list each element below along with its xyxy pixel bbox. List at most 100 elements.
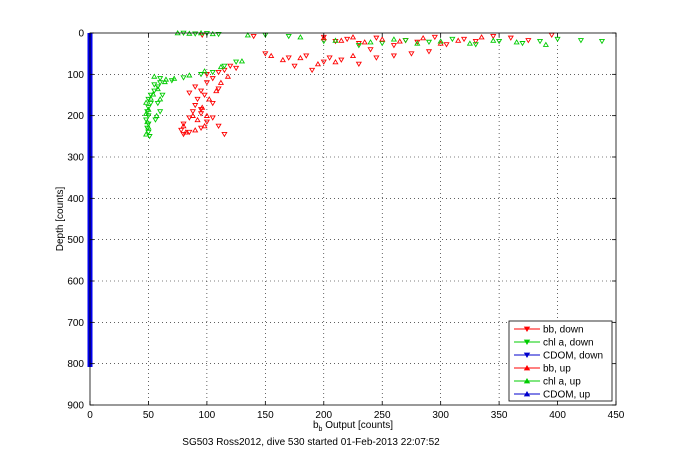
data-point [519, 41, 526, 47]
data-point [180, 121, 187, 127]
legend-marker [523, 326, 531, 333]
data-point [233, 65, 240, 72]
data-point [490, 34, 497, 40]
data-point [192, 103, 199, 109]
data-point [186, 129, 193, 136]
data-point [143, 99, 150, 105]
x-tick-label: 150 [257, 410, 274, 421]
data-point [178, 127, 185, 134]
data-point [209, 100, 216, 107]
data-point [396, 38, 403, 44]
data-point [162, 76, 170, 82]
data-point [215, 31, 222, 38]
x-tick-label: 50 [143, 410, 155, 421]
x-tick-label: 200 [315, 410, 332, 421]
data-point [513, 39, 520, 45]
y-axis-label: Depth [counts] [55, 187, 66, 252]
data-point [478, 34, 485, 40]
legend-marker [523, 377, 531, 384]
data-point [431, 34, 438, 41]
data-point [201, 68, 208, 74]
data-point [250, 34, 257, 40]
data-point [147, 92, 154, 98]
data-point [145, 124, 152, 130]
data-point [285, 55, 292, 61]
data-point [180, 75, 187, 81]
data-point [279, 56, 286, 63]
x-tick-label: 450 [608, 410, 625, 421]
data-point [338, 37, 345, 43]
data-point [145, 106, 152, 112]
y-ticks: 0 100 200 300 400 500 600 700 800 900 [67, 29, 616, 412]
y-tick-label: 400 [67, 194, 84, 205]
data-point [338, 57, 345, 63]
legend-label: bb, up [543, 364, 571, 375]
legend-marker [523, 352, 531, 359]
data-point [542, 41, 549, 47]
data-point [390, 53, 397, 59]
y-tick-label: 900 [67, 401, 84, 412]
x-tick-label: 250 [374, 410, 391, 421]
data-point [291, 63, 298, 70]
data-point [262, 51, 269, 57]
x-tick-label: 400 [549, 410, 566, 421]
data-point [215, 69, 222, 76]
data-point [203, 80, 210, 86]
data-point [154, 85, 161, 92]
data-point [361, 39, 368, 45]
data-point [332, 38, 339, 45]
data-point [320, 35, 327, 41]
x-axis-label-main: b [313, 420, 319, 431]
data-point [143, 110, 150, 116]
data-point [157, 76, 164, 82]
y-tick-label: 600 [67, 277, 84, 288]
data-point [227, 63, 234, 70]
legend: bb, down chl a, down CDOM, down bb, up chl a… [508, 320, 613, 402]
data-point [159, 92, 166, 98]
data-point [186, 90, 193, 96]
data-point [326, 55, 333, 61]
y-tick-label: 800 [67, 359, 84, 370]
data-point [192, 84, 199, 90]
data-point [349, 34, 357, 40]
data-point [215, 86, 222, 92]
data-point [154, 100, 161, 107]
data-point [197, 111, 205, 117]
data-point [332, 37, 339, 43]
data-point [238, 58, 246, 64]
data-point [466, 40, 473, 46]
data-point [355, 61, 362, 67]
data-point [297, 54, 304, 61]
data-point [203, 112, 210, 118]
data-point [145, 129, 152, 136]
data-point [496, 38, 503, 45]
data-point [536, 38, 544, 45]
y-tick-label: 300 [67, 153, 84, 164]
data-point [379, 36, 386, 42]
data-point [472, 42, 479, 48]
legend-marker [523, 364, 531, 371]
x-tick-label: 100 [199, 410, 216, 421]
data-point [367, 39, 374, 45]
data-point [379, 41, 386, 47]
data-point [157, 96, 164, 102]
legend-box [508, 320, 613, 402]
x-tick-label: 300 [432, 410, 449, 421]
data-point [443, 42, 450, 48]
data-point [390, 36, 397, 42]
data-point [332, 58, 339, 65]
data-point [171, 75, 178, 81]
data-point [151, 82, 158, 88]
data-point [425, 39, 433, 46]
data-point [161, 78, 168, 85]
data-point [143, 131, 150, 137]
data-point [554, 36, 561, 43]
data-point [157, 109, 164, 115]
data-point [201, 123, 208, 129]
data-point [217, 63, 225, 70]
data-point [408, 51, 415, 57]
data-point [147, 100, 154, 107]
data-point [217, 79, 225, 85]
data-point [367, 47, 374, 53]
